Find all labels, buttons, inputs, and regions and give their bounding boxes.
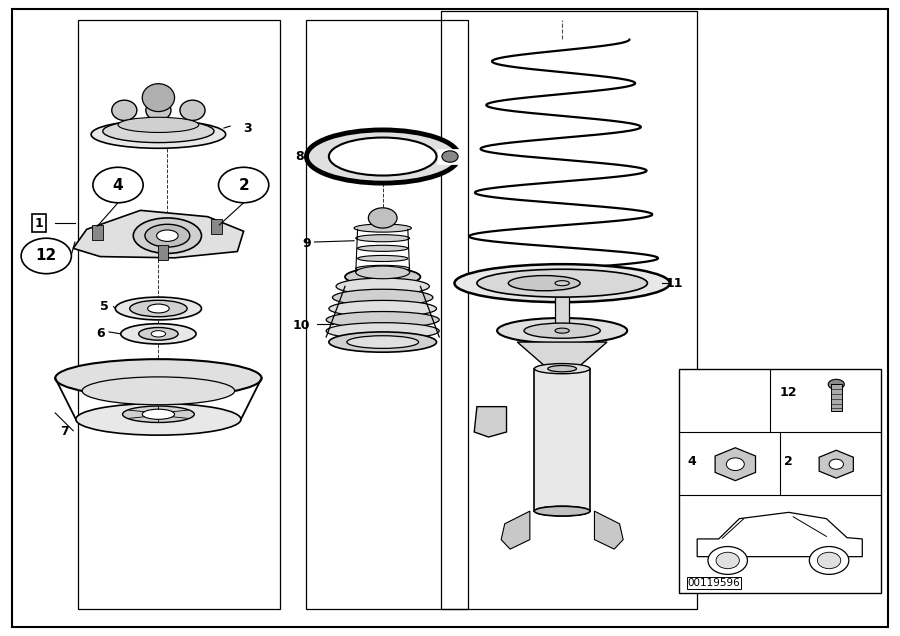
Bar	[438, 150, 464, 163]
Circle shape	[829, 459, 843, 469]
Circle shape	[817, 552, 841, 569]
Ellipse shape	[368, 208, 397, 228]
Text: 10: 10	[293, 319, 310, 332]
Ellipse shape	[326, 312, 439, 328]
Ellipse shape	[146, 100, 171, 120]
Polygon shape	[501, 511, 530, 549]
Ellipse shape	[122, 406, 194, 422]
Ellipse shape	[103, 120, 214, 142]
Ellipse shape	[157, 230, 178, 242]
Text: 11: 11	[665, 277, 683, 289]
Ellipse shape	[142, 409, 175, 419]
Ellipse shape	[115, 297, 202, 320]
Ellipse shape	[497, 318, 627, 343]
Circle shape	[726, 458, 744, 471]
Ellipse shape	[555, 280, 570, 286]
Bar	[679, 369, 881, 593]
Ellipse shape	[356, 266, 410, 279]
Text: 6: 6	[96, 327, 105, 340]
Ellipse shape	[121, 324, 196, 344]
Text: 12: 12	[36, 249, 57, 263]
Ellipse shape	[508, 275, 580, 291]
Ellipse shape	[357, 256, 408, 261]
Ellipse shape	[332, 289, 433, 306]
Polygon shape	[474, 406, 507, 437]
Ellipse shape	[180, 100, 205, 120]
Ellipse shape	[555, 328, 570, 333]
Ellipse shape	[330, 334, 435, 350]
Ellipse shape	[535, 506, 590, 516]
Ellipse shape	[356, 235, 410, 242]
Text: 8: 8	[296, 150, 304, 163]
Ellipse shape	[345, 268, 420, 286]
Ellipse shape	[356, 265, 410, 272]
Circle shape	[716, 552, 740, 569]
Ellipse shape	[454, 264, 670, 302]
Ellipse shape	[535, 364, 590, 374]
Ellipse shape	[142, 84, 175, 111]
Polygon shape	[518, 342, 607, 369]
Bar	[212, 219, 222, 234]
Text: 4: 4	[112, 177, 123, 193]
Circle shape	[708, 546, 747, 574]
Ellipse shape	[328, 300, 436, 317]
Text: 9: 9	[302, 237, 310, 250]
Ellipse shape	[133, 218, 202, 253]
Polygon shape	[716, 448, 755, 481]
Polygon shape	[73, 211, 244, 258]
Text: 5: 5	[100, 300, 109, 313]
Circle shape	[442, 151, 458, 162]
Ellipse shape	[336, 278, 429, 294]
Ellipse shape	[357, 245, 408, 251]
Ellipse shape	[524, 323, 600, 338]
Circle shape	[21, 238, 71, 273]
Ellipse shape	[130, 300, 187, 317]
Ellipse shape	[145, 225, 190, 247]
Text: 2: 2	[238, 177, 249, 193]
Ellipse shape	[477, 269, 647, 297]
Text: 1: 1	[35, 216, 43, 230]
Polygon shape	[595, 511, 623, 549]
Circle shape	[809, 546, 849, 574]
Ellipse shape	[328, 137, 436, 176]
Ellipse shape	[55, 359, 262, 397]
Circle shape	[93, 167, 143, 203]
Ellipse shape	[148, 304, 169, 313]
Ellipse shape	[535, 506, 590, 516]
Ellipse shape	[82, 377, 235, 404]
Polygon shape	[698, 513, 862, 556]
Ellipse shape	[151, 331, 166, 337]
Circle shape	[219, 167, 269, 203]
Text: 2: 2	[784, 455, 793, 468]
Bar	[555, 283, 570, 331]
Ellipse shape	[112, 100, 137, 120]
Text: 4: 4	[688, 455, 697, 468]
Ellipse shape	[118, 117, 199, 132]
Ellipse shape	[346, 336, 418, 349]
Ellipse shape	[326, 322, 439, 339]
Text: 12: 12	[779, 385, 797, 399]
Text: 3: 3	[244, 121, 252, 135]
Ellipse shape	[139, 328, 178, 340]
Ellipse shape	[306, 130, 459, 183]
Bar	[535, 369, 590, 511]
Ellipse shape	[548, 366, 577, 372]
Ellipse shape	[76, 403, 241, 435]
Text: 00119596: 00119596	[688, 578, 741, 588]
Bar	[92, 225, 103, 240]
Ellipse shape	[828, 379, 844, 389]
Ellipse shape	[354, 224, 411, 232]
Bar	[831, 384, 842, 411]
Ellipse shape	[328, 332, 436, 352]
Ellipse shape	[91, 120, 226, 148]
Bar	[158, 245, 168, 260]
Polygon shape	[819, 450, 853, 478]
Text: 7: 7	[59, 425, 68, 438]
